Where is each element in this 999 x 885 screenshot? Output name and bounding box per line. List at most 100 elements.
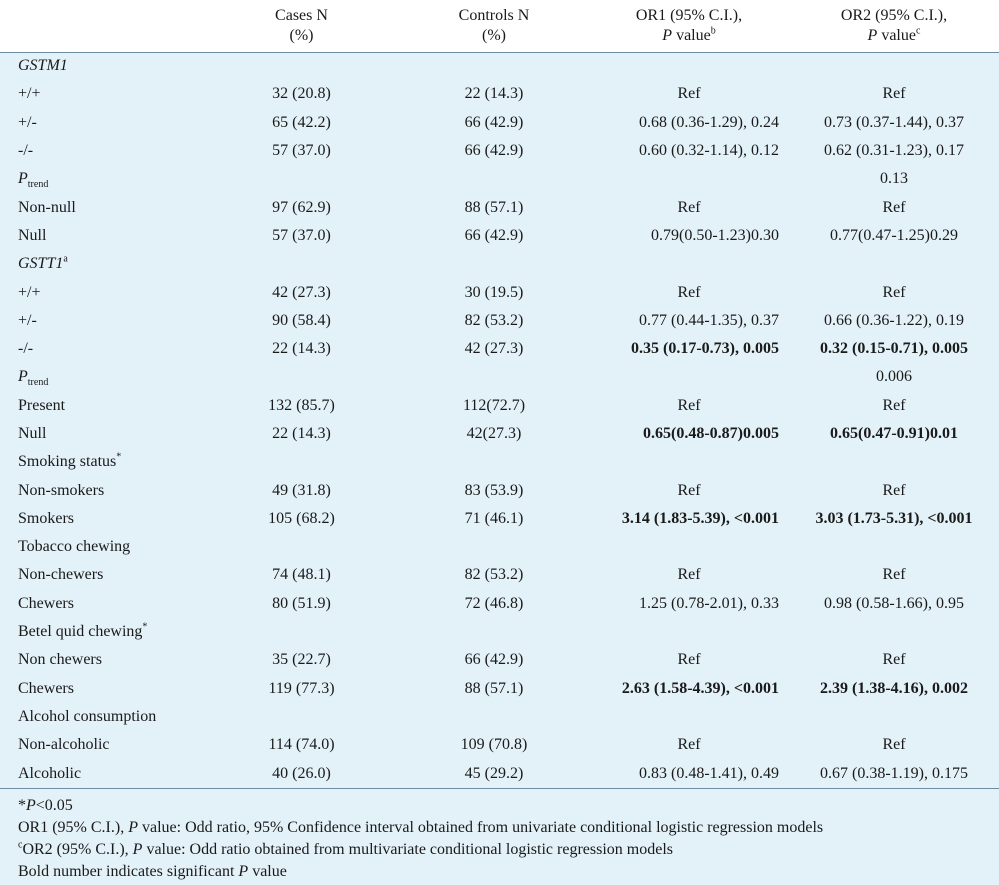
table-row: +/- 65 (42.2) 66 (42.9) 0.68 (0.36-1.29)… [0,108,999,137]
table-row: Chewers 119 (77.3) 88 (57.1) 2.63 (1.58-… [0,674,999,703]
cases-cell: 90 (58.4) [204,306,399,335]
cases-cell: 57 (37.0) [204,221,399,251]
section-alcohol: Alcohol consumption [0,702,999,732]
cases-cell: 57 (37.0) [204,136,399,166]
row-label: -/- [0,136,204,166]
cases-cell: 119 (77.3) [204,674,399,703]
section-title: Alcohol consumption [0,702,999,732]
table-header: Cases N (%) Controls N (%) OR1 (95% C.I.),… [0,0,999,52]
cases-cell: 42 (27.3) [204,278,399,307]
row-label: Chewers [0,674,204,703]
cases-cell: 65 (42.2) [204,108,399,137]
footnote-or2: cOR2 (95% C.I.), P value: Odd ratio obta… [18,839,673,858]
or2-cell: Ref [789,646,999,675]
section-gstm1: GSTM1 [0,51,999,81]
section-smoking: Smoking status* [0,448,999,477]
cases-cell: 49 (31.8) [204,476,399,505]
ptrend-value: 0.006 [789,363,999,392]
or1-cell: Ref [589,391,789,420]
row-label: Null [0,221,204,251]
controls-cell: 82 (53.2) [399,306,589,335]
or2-cell: 0.77(0.47-1.25)0.29 [789,221,999,251]
row-label: Non-alcoholic [0,731,204,760]
cases-cell: 114 (74.0) [204,731,399,760]
or2-cell: Ref [789,476,999,505]
controls-cell: 112(72.7) [399,391,589,420]
table-row: Non-null 97 (62.9) 88 (57.1) Ref Ref [0,193,999,222]
footnote-significance: *P<0.05 [18,796,73,814]
ptrend-row: Ptrend 0.13 [0,165,999,194]
row-label: +/+ [0,80,204,109]
table-row: Alcoholic 40 (26.0) 45 (29.2) 0.83 (0.48… [0,759,999,788]
row-label: +/+ [0,278,204,307]
or2-cell: Ref [789,278,999,307]
section-title: Betel quid chewing* [0,617,999,647]
or1-cell: 0.35 (0.17-0.73), 0.005 [589,334,789,364]
row-label: +/- [0,306,204,335]
table-row: Null 22 (14.3) 42(27.3) 0.65(0.48-0.87)0… [0,419,999,449]
cases-cell: 97 (62.9) [204,193,399,222]
or2-cell: 0.62 (0.31-1.23), 0.17 [789,136,999,166]
controls-cell: 109 (70.8) [399,731,589,760]
cases-cell: 105 (68.2) [204,504,399,534]
section-title: GSTM1 [0,51,999,81]
controls-cell: 42(27.3) [399,419,589,449]
or2-cell: Ref [789,561,999,590]
or2-cell: 2.39 (1.38-4.16), 0.002 [789,674,999,703]
or2-cell: 0.73 (0.37-1.44), 0.37 [789,108,999,137]
or1-cell: 0.60 (0.32-1.14), 0.12 [589,136,789,166]
table-row: +/+ 32 (20.8) 22 (14.3) Ref Ref [0,80,999,109]
notes-divider [0,787,999,789]
header-blank [0,0,204,52]
or2-cell: 0.98 (0.58-1.66), 0.95 [789,589,999,618]
table-row: Smokers 105 (68.2) 71 (46.1) 3.14 (1.83-… [0,504,999,534]
header-controls: Controls N (%) [458,7,530,44]
or1-cell: 0.65(0.48-0.87)0.005 [589,419,789,449]
section-title: GSTT1a [0,250,999,279]
ptrend-value: 0.13 [789,165,999,194]
section-gstt1: GSTT1a [0,250,999,279]
table-row: Non chewers 35 (22.7) 66 (42.9) Ref Ref [0,646,999,675]
row-label: -/- [0,334,204,364]
table-row: Non-smokers 49 (31.8) 83 (53.9) Ref Ref [0,476,999,505]
or1-cell: 3.14 (1.83-5.39), <0.001 [589,504,789,534]
cases-cell: 35 (22.7) [204,646,399,675]
or1-cell: 2.63 (1.58-4.39), <0.001 [589,674,789,703]
section-betel: Betel quid chewing* [0,617,999,647]
row-label: Chewers [0,589,204,618]
section-title: Smoking status* [0,448,999,477]
or2-cell: 0.32 (0.15-0.71), 0.005 [789,334,999,364]
header-row: Cases N (%) Controls N (%) OR1 (95% C.I.),… [0,0,999,52]
table-row: -/- 22 (14.3) 42 (27.3) 0.35 (0.17-0.73)… [0,334,999,364]
or2-cell: Ref [789,391,999,420]
cases-cell: 22 (14.3) [204,419,399,449]
table-row: +/+ 42 (27.3) 30 (19.5) Ref Ref [0,278,999,307]
row-label: Smokers [0,504,204,534]
controls-cell: 66 (42.9) [399,108,589,137]
header-or2: OR2 (95% C.I.), P valuec [840,7,948,44]
or1-cell: Ref [589,731,789,760]
table-row: Non-chewers 74 (48.1) 82 (53.2) Ref Ref [0,561,999,590]
association-table: Cases N (%) Controls N (%) OR1 (95% C.I.),… [0,0,999,788]
or2-cell: 0.66 (0.36-1.22), 0.19 [789,306,999,335]
cases-cell: 40 (26.0) [204,759,399,788]
controls-cell: 45 (29.2) [399,759,589,788]
row-label: +/- [0,108,204,137]
or1-cell: Ref [589,278,789,307]
header-or1: OR1 (95% C.I.), P valueb [635,7,743,44]
table-row: Present 132 (85.7) 112(72.7) Ref Ref [0,391,999,420]
controls-cell: 82 (53.2) [399,561,589,590]
row-label: Non-chewers [0,561,204,590]
row-label: Null [0,419,204,449]
section-tobacco: Tobacco chewing [0,533,999,562]
table-row: Chewers 80 (51.9) 72 (46.8) 1.25 (0.78-2… [0,589,999,618]
controls-cell: 30 (19.5) [399,278,589,307]
table-row: Non-alcoholic 114 (74.0) 109 (70.8) Ref … [0,731,999,760]
or2-cell: 0.65(0.47-0.91)0.01 [789,419,999,449]
cases-cell: 32 (20.8) [204,80,399,109]
row-label: Non-smokers [0,476,204,505]
ptrend-label: Ptrend [0,165,204,194]
cases-cell: 74 (48.1) [204,561,399,590]
section-title: Tobacco chewing [0,533,999,562]
